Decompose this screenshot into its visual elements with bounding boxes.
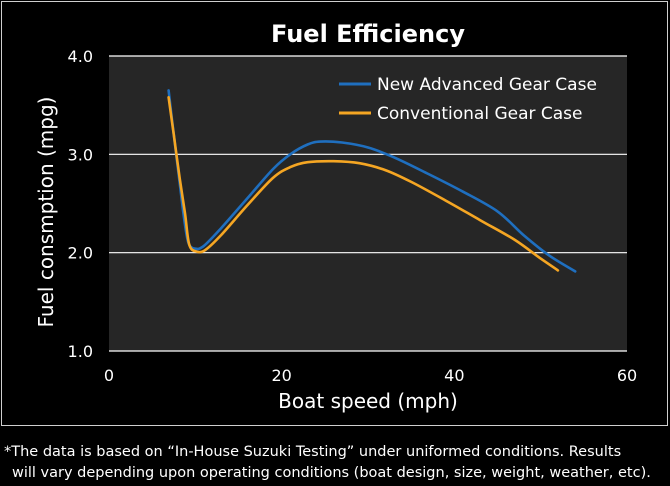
x-tick-label-0: 0 <box>104 366 114 385</box>
series-conventional-gear-case <box>167 96 560 272</box>
tick-labels: 1.0 2.0 3.0 4.0 0 20 40 60 <box>68 47 638 385</box>
y-tick-label-1: 2.0 <box>68 244 93 263</box>
fuel-efficiency-chart: 1.0 2.0 3.0 4.0 0 20 40 60 Fuel Efficiency Boat… <box>34 20 638 413</box>
y-tick-label-2: 3.0 <box>68 145 93 164</box>
legend: New Advanced Gear Case Conventional Gear… <box>339 75 597 124</box>
footnote-line-2: will vary depending upon operating condi… <box>12 465 651 481</box>
y-tick-label-0: 1.0 <box>68 342 93 361</box>
y-axis-label: Fuel consmption (mpg) <box>34 97 58 328</box>
footnote: *The data is based on “In-House Suzuki T… <box>4 442 670 484</box>
x-axis-label: Boat speed (mph) <box>278 389 458 413</box>
x-tick-label-2: 40 <box>444 366 464 385</box>
series-layer <box>167 89 577 273</box>
x-tick-label-3: 60 <box>617 366 637 385</box>
legend-label-new: New Advanced Gear Case <box>377 75 597 95</box>
y-tick-label-3: 4.0 <box>68 47 93 66</box>
grid-lines <box>109 55 627 352</box>
footnote-line-1: *The data is based on “In-House Suzuki T… <box>4 444 622 460</box>
legend-label-conventional: Conventional Gear Case <box>377 104 583 124</box>
plot-area <box>109 56 627 351</box>
x-tick-label-1: 20 <box>271 366 291 385</box>
chart-title: Fuel Efficiency <box>271 20 465 48</box>
